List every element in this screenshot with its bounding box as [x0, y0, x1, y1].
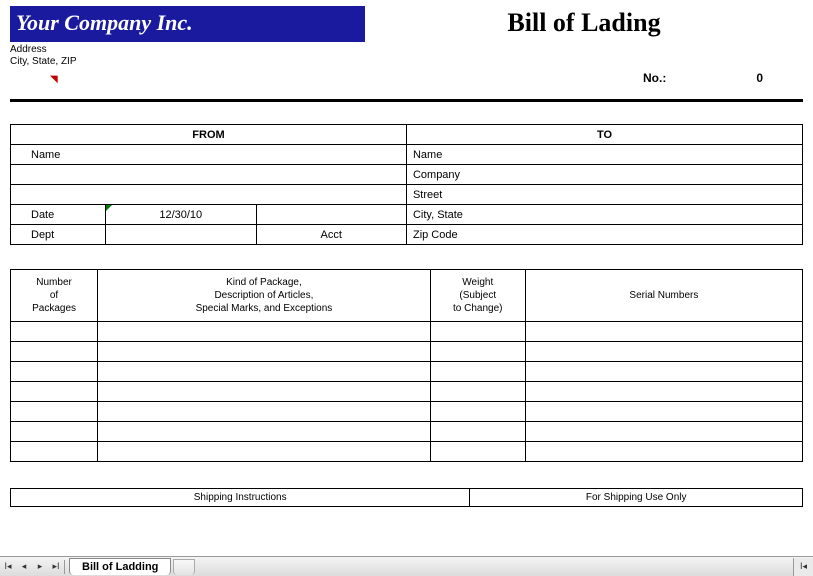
col-shipping-useonly: For Shipping Use Only — [470, 489, 803, 507]
table-row[interactable] — [11, 342, 803, 362]
company-name: Your Company Inc. — [10, 6, 365, 42]
item-cell[interactable] — [525, 382, 802, 402]
item-cell[interactable] — [11, 422, 98, 442]
item-cell[interactable] — [430, 422, 525, 442]
item-cell[interactable] — [98, 442, 431, 462]
table-row[interactable]: Dept Acct Zip Code — [11, 225, 803, 245]
item-cell[interactable] — [525, 322, 802, 342]
item-cell[interactable] — [11, 362, 98, 382]
col-packages: NumberofPackages — [11, 270, 98, 322]
item-cell[interactable] — [98, 382, 431, 402]
item-cell[interactable] — [430, 402, 525, 422]
items-table[interactable]: NumberofPackages Kind of Package,Descrip… — [10, 269, 803, 462]
table-row[interactable] — [11, 442, 803, 462]
table-row[interactable] — [11, 362, 803, 382]
tab-nav-first-icon[interactable]: I◂ — [0, 558, 16, 576]
dept-label[interactable]: Dept — [11, 225, 106, 245]
from-to-table[interactable]: FROM TO Name Name Company Street Date 12… — [10, 124, 803, 245]
worksheet-area: Your Company Inc. Address City, State, Z… — [0, 0, 813, 507]
from-name-label[interactable]: Name — [11, 145, 407, 165]
col-shipping-instructions: Shipping Instructions — [11, 489, 470, 507]
no-value: 0 — [703, 71, 763, 85]
table-row[interactable]: Date 12/30/10 City, State — [11, 205, 803, 225]
item-cell[interactable] — [430, 382, 525, 402]
item-cell[interactable] — [11, 322, 98, 342]
tab-scroll-left-icon[interactable]: I◂ — [793, 558, 813, 576]
item-cell[interactable] — [98, 402, 431, 422]
to-street[interactable]: Street — [406, 185, 802, 205]
acct-label[interactable]: Acct — [256, 225, 406, 245]
item-cell[interactable] — [98, 362, 431, 382]
dept-value[interactable] — [106, 225, 256, 245]
item-cell[interactable] — [525, 342, 802, 362]
col-serial: Serial Numbers — [525, 270, 802, 322]
item-cell[interactable] — [430, 362, 525, 382]
table-row[interactable] — [11, 402, 803, 422]
to-zip[interactable]: Zip Code — [406, 225, 802, 245]
from-blank-3[interactable] — [256, 205, 406, 225]
item-cell[interactable] — [98, 322, 431, 342]
tab-nav-prev-icon[interactable]: ◂ — [16, 558, 32, 576]
sheet-tab-new[interactable] — [173, 559, 195, 575]
item-cell[interactable] — [525, 402, 802, 422]
table-row[interactable] — [11, 382, 803, 402]
tab-nav-next-icon[interactable]: ▸ — [32, 558, 48, 576]
to-citystate[interactable]: City, State — [406, 205, 802, 225]
item-cell[interactable] — [98, 342, 431, 362]
address-line-1: Address — [10, 44, 365, 56]
item-cell[interactable] — [430, 442, 525, 462]
table-row[interactable]: Name Name — [11, 145, 803, 165]
date-label[interactable]: Date — [11, 205, 106, 225]
company-address: Address City, State, ZIP — [10, 44, 365, 68]
item-cell[interactable] — [525, 362, 802, 382]
item-cell[interactable] — [430, 342, 525, 362]
from-blank-1[interactable] — [11, 165, 407, 185]
col-weight: Weight(Subjectto Change) — [430, 270, 525, 322]
item-cell[interactable] — [525, 422, 802, 442]
table-row[interactable]: Street — [11, 185, 803, 205]
sheet-tab-bar: I◂ ◂ ▸ ▸I Bill of Ladding I◂ — [0, 556, 813, 576]
table-row[interactable] — [11, 422, 803, 442]
item-cell[interactable] — [98, 422, 431, 442]
item-cell[interactable] — [11, 382, 98, 402]
to-company[interactable]: Company — [406, 165, 802, 185]
item-cell[interactable] — [430, 322, 525, 342]
divider — [10, 99, 803, 102]
item-cell[interactable] — [11, 402, 98, 422]
from-blank-2[interactable] — [11, 185, 407, 205]
no-label: No.: — [643, 71, 703, 85]
address-line-2: City, State, ZIP — [10, 56, 365, 68]
comment-indicator-icon: ◥ — [50, 74, 365, 85]
document-title: Bill of Lading — [365, 6, 803, 38]
items-body[interactable] — [11, 322, 803, 462]
sheet-tab-active[interactable]: Bill of Ladding — [69, 558, 171, 575]
col-kind: Kind of Package,Description of Articles,… — [98, 270, 431, 322]
shipping-table[interactable]: Shipping Instructions For Shipping Use O… — [10, 488, 803, 507]
item-cell[interactable] — [525, 442, 802, 462]
date-value[interactable]: 12/30/10 — [106, 205, 256, 225]
from-header: FROM — [11, 125, 407, 145]
table-row[interactable]: Company — [11, 165, 803, 185]
to-header: TO — [406, 125, 802, 145]
tab-nav-separator — [64, 560, 65, 574]
to-name[interactable]: Name — [406, 145, 802, 165]
item-cell[interactable] — [11, 342, 98, 362]
tab-nav-last-icon[interactable]: ▸I — [48, 558, 64, 576]
table-row[interactable] — [11, 322, 803, 342]
item-cell[interactable] — [11, 442, 98, 462]
